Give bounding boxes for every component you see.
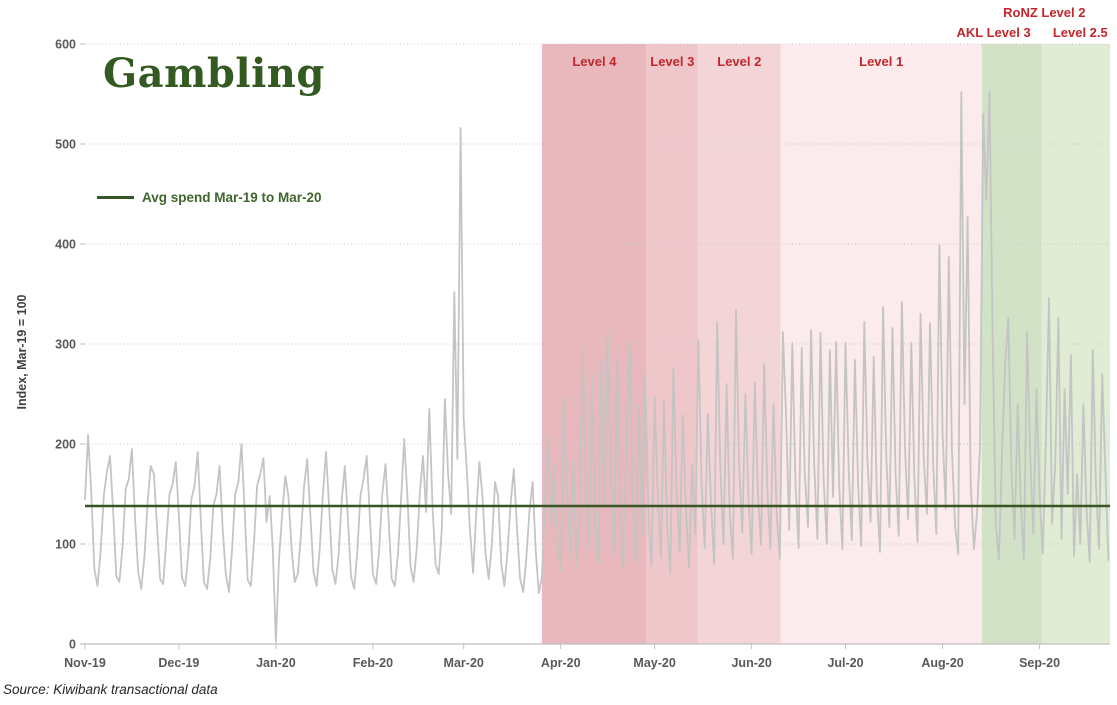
alert-region-label-akl-level-3: AKL Level 3 — [957, 25, 1031, 40]
alert-region-label-level-2: Level 2 — [717, 54, 761, 69]
x-axis: Nov-19 Dec-19 Jan-20 Feb-20 Mar-20 Apr-20 May-… — [64, 643, 1110, 670]
alert-region-label-level-2.5: Level 2.5 — [1053, 25, 1108, 40]
alert-region-label-level-4: Level 4 — [572, 54, 617, 69]
y-tick-label-400: 400 — [55, 238, 76, 252]
y-axis-title: Index, Mar-19 = 100 — [15, 294, 29, 410]
x-tick-label-may-20: May-20 — [633, 656, 675, 670]
daily-spend-line — [84, 91, 1110, 643]
annotation-ronz-level-2: RoNZ Level 2 — [1003, 5, 1085, 20]
x-tick-label-jun-20: Jun-20 — [731, 656, 771, 670]
x-tick-label-jan-20: Jan-20 — [256, 656, 296, 670]
avg-line-legend-swatch — [97, 196, 134, 199]
source-note: Source: Kiwibank transactional data — [3, 682, 218, 697]
x-tick-label-nov-19: Nov-19 — [64, 656, 106, 670]
alert-region-label-level-1: Level 1 — [859, 54, 903, 69]
y-tick-label-500: 500 — [55, 138, 76, 152]
alert-region-label-level-3: Level 3 — [650, 54, 694, 69]
x-tick-label-aug-20: Aug-20 — [921, 656, 963, 670]
x-tick-label-apr-20: Apr-20 — [541, 656, 581, 670]
y-tick-label-200: 200 — [55, 438, 76, 452]
y-tick-label-100: 100 — [55, 538, 76, 552]
chart-title: Gambling — [103, 50, 325, 97]
y-axis-ticks: 0 100 200 300 400 500 600 — [55, 38, 85, 652]
avg-line-legend: Avg spend Mar-19 to Mar-20 — [97, 189, 322, 206]
x-tick-label-sep-20: Sep-20 — [1019, 656, 1060, 670]
y-tick-label-300: 300 — [55, 338, 76, 352]
x-tick-label-dec-19: Dec-19 — [158, 656, 199, 670]
x-tick-label-jul-20: Jul-20 — [827, 656, 863, 670]
x-tick-label-mar-20: Mar-20 — [444, 656, 484, 670]
y-tick-label-0: 0 — [69, 638, 76, 652]
x-tick-label-feb-20: Feb-20 — [353, 656, 393, 670]
y-tick-label-600: 600 — [55, 38, 76, 52]
avg-line-legend-label: Avg spend Mar-19 to Mar-20 — [142, 190, 322, 205]
alert-level-labels: Level 4 Level 3 Level 2 Level 1 AKL Level 3 L… — [572, 5, 1107, 69]
